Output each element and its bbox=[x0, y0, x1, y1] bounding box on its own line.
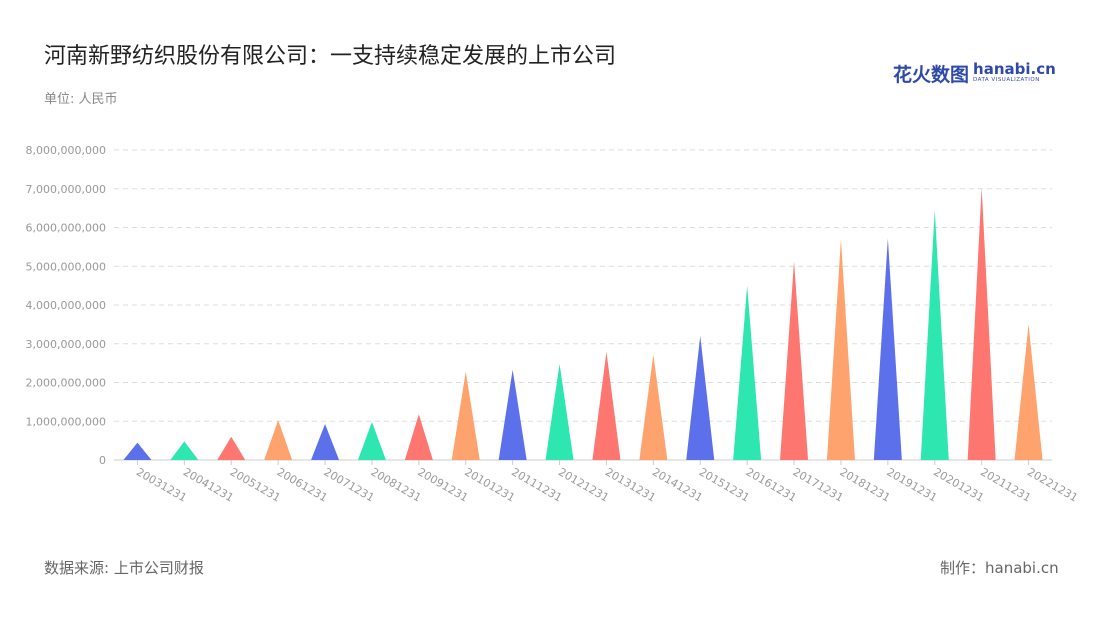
x-tick-label: 20081231 bbox=[368, 465, 423, 504]
y-tick-label: 5,000,000,000 bbox=[26, 260, 106, 273]
logo-cn-text: 花火数图 bbox=[893, 64, 970, 86]
x-tick-label: 20111231 bbox=[509, 465, 564, 504]
bar-20091231 bbox=[404, 414, 433, 460]
brand-logo: 花火数图 hanabi.cn DATA VISUALIZATION bbox=[893, 60, 1056, 87]
x-tick-label: 20191231 bbox=[884, 465, 939, 504]
bar-20141231 bbox=[639, 354, 668, 460]
bar-20171231 bbox=[780, 261, 809, 460]
x-tick-label: 20171231 bbox=[791, 465, 846, 504]
bar-20131231 bbox=[592, 351, 621, 460]
bar-20081231 bbox=[357, 422, 386, 460]
x-tick-label: 20051231 bbox=[228, 465, 283, 504]
x-axis-ticks: 2003123120041231200512312006123120071231… bbox=[134, 460, 1080, 505]
bar-20061231 bbox=[264, 420, 293, 460]
bars bbox=[123, 187, 1043, 460]
logo-en-text: hanabi.cn bbox=[973, 60, 1056, 78]
x-tick-label: 20211231 bbox=[978, 465, 1033, 504]
y-tick-label: 0 bbox=[99, 454, 106, 467]
grid-lines bbox=[114, 149, 1052, 461]
x-tick-label: 20201231 bbox=[931, 465, 986, 504]
data-source: 数据来源: 上市公司财报 bbox=[44, 559, 204, 577]
bar-20161231 bbox=[733, 285, 762, 460]
bar-20101231 bbox=[451, 371, 480, 460]
x-tick-label: 20141231 bbox=[650, 465, 705, 504]
x-tick-label: 20091231 bbox=[415, 465, 470, 504]
x-tick-label: 20101231 bbox=[462, 465, 517, 504]
x-tick-label: 20181231 bbox=[837, 465, 892, 504]
x-tick-label: 20161231 bbox=[744, 465, 799, 504]
y-tick-label: 4,000,000,000 bbox=[26, 299, 106, 312]
x-tick-label: 20071231 bbox=[322, 465, 377, 504]
y-tick-label: 6,000,000,000 bbox=[26, 222, 106, 235]
y-axis-ticks: 0 1,000,000,000 2,000,000,000 3,000,000,000… bbox=[26, 144, 106, 467]
y-tick-label: 1,000,000,000 bbox=[26, 415, 106, 428]
y-tick-label: 3,000,000,000 bbox=[26, 338, 106, 351]
x-tick-label: 20131231 bbox=[603, 465, 658, 504]
bar-20031231 bbox=[123, 442, 152, 460]
bar-20071231 bbox=[311, 423, 340, 460]
unit-label: 单位: 人民币 bbox=[44, 92, 118, 107]
x-tick-label: 20031231 bbox=[134, 465, 189, 504]
bar-20211231 bbox=[967, 187, 996, 460]
y-tick-label: 7,000,000,000 bbox=[26, 183, 106, 196]
x-tick-label: 20041231 bbox=[181, 465, 236, 504]
chart-title: 河南新野纺织股份有限公司：一支持续稳定发展的上市公司 bbox=[44, 44, 617, 69]
bar-20121231 bbox=[545, 363, 574, 460]
bar-20201231 bbox=[920, 210, 949, 460]
bar-20111231 bbox=[498, 369, 527, 460]
x-tick-label: 20121231 bbox=[556, 465, 611, 504]
x-tick-label: 20061231 bbox=[275, 465, 330, 504]
bar-20041231 bbox=[170, 441, 199, 460]
bar-20051231 bbox=[217, 436, 246, 460]
x-tick-label: 20151231 bbox=[697, 465, 752, 504]
x-tick-label: 20221231 bbox=[1025, 465, 1080, 504]
y-tick-label: 8,000,000,000 bbox=[26, 144, 106, 157]
logo-sub-text: DATA VISUALIZATION bbox=[973, 77, 1040, 83]
y-tick-label: 2,000,000,000 bbox=[26, 377, 106, 390]
bar-20221231 bbox=[1014, 324, 1043, 460]
maker-credit: 制作：hanabi.cn bbox=[940, 559, 1059, 577]
bar-20181231 bbox=[826, 239, 855, 460]
bar-20151231 bbox=[686, 336, 715, 460]
bar-20191231 bbox=[873, 238, 902, 460]
logo-en-block: hanabi.cn DATA VISUALIZATION bbox=[973, 61, 1056, 84]
